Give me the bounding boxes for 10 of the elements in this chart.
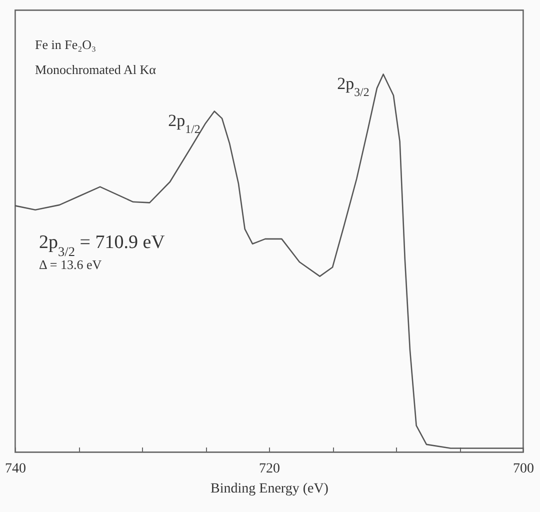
- x-tick-label: 700: [513, 462, 534, 476]
- annotation: 2p$_{3/2}$: [337, 74, 370, 100]
- annotation: 2p$_{3/2}$ = 710.9 eV: [39, 232, 166, 258]
- annotation: Monochromated Al Kα: [35, 62, 156, 77]
- x-tick-label: 720: [259, 462, 280, 476]
- x-axis-title: Binding Energy (eV): [210, 482, 329, 496]
- annotation: Δ = 13.6 eV: [39, 257, 102, 272]
- text: Fe in Fe₂O₃: [35, 37, 96, 52]
- annotation: 2p$_{1/2}$: [168, 111, 200, 136]
- x-tick-label: 740: [5, 462, 26, 476]
